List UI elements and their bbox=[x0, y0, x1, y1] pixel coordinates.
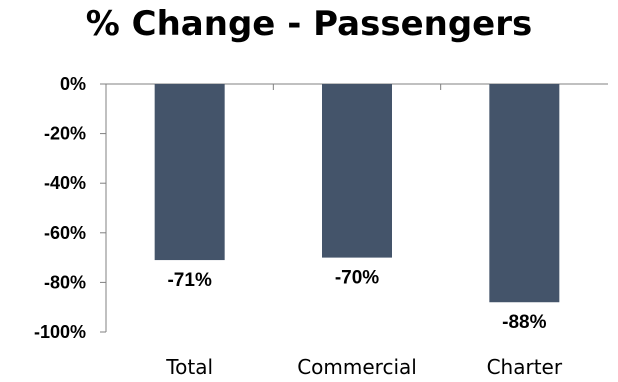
data-label: -88% bbox=[502, 312, 546, 333]
y-tick-label: 0% bbox=[60, 74, 86, 94]
bar-total bbox=[154, 84, 225, 261]
y-tick-label: -60% bbox=[44, 223, 86, 243]
category-label: Commercial bbox=[297, 355, 417, 379]
data-label: -71% bbox=[167, 270, 211, 291]
category-label: Charter bbox=[487, 355, 563, 379]
y-tick-label: -40% bbox=[44, 173, 86, 193]
category-label: Total bbox=[165, 355, 213, 379]
bar-charter bbox=[489, 84, 560, 303]
y-tick-label: -80% bbox=[44, 272, 86, 292]
chart-title: % Change - Passengers bbox=[85, 4, 533, 44]
bar-commercial bbox=[322, 84, 392, 258]
y-tick-label: -20% bbox=[44, 124, 86, 144]
y-tick-label: -100% bbox=[34, 322, 86, 342]
data-label: -70% bbox=[335, 268, 379, 289]
